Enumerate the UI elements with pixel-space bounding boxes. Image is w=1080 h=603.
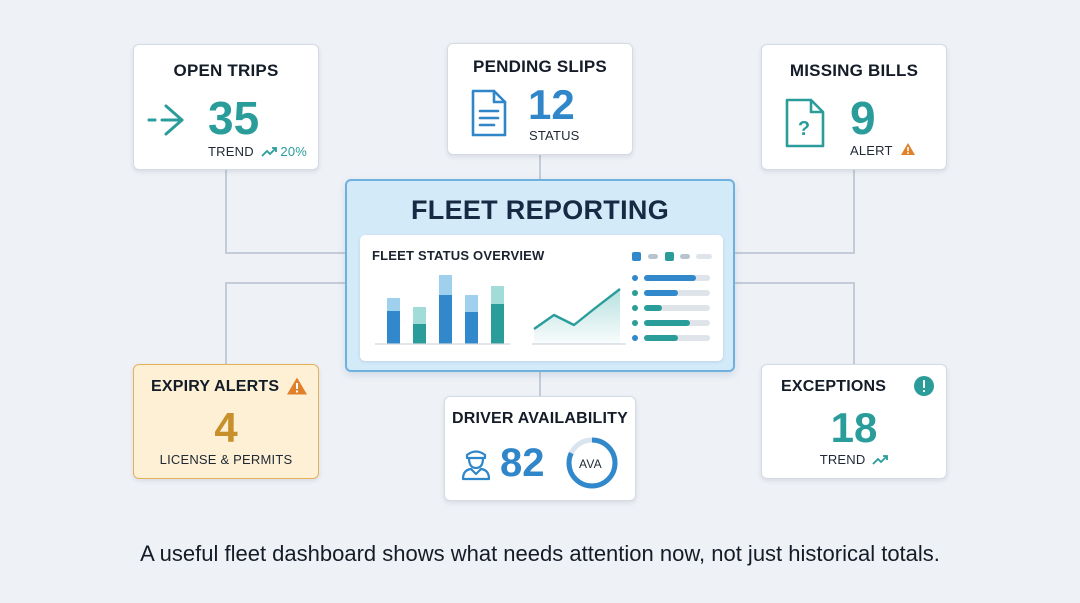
list-row-2 xyxy=(632,290,710,296)
bar-group-4 xyxy=(465,295,478,344)
fleet-status-line-chart xyxy=(532,288,626,345)
exceptions-card[interactable]: EXCEPTIONS 18 TREND xyxy=(761,364,947,479)
availability-gauge xyxy=(566,437,618,489)
exceptions-title: EXCEPTIONS xyxy=(781,378,887,395)
bar-group-5 xyxy=(491,286,504,344)
missing-bills-title: MISSING BILLS xyxy=(789,61,919,80)
connector-expiry-alerts xyxy=(225,282,345,364)
expiry-alerts-value: 4 xyxy=(214,404,238,451)
open-trips-trend: TREND 20% xyxy=(208,144,307,159)
open-trips-card[interactable]: OPEN TRIPS 35 TREND 20% xyxy=(133,44,319,170)
exclamation-circle-icon xyxy=(914,376,934,396)
legend-row xyxy=(632,252,712,261)
fleet-reporting-hub[interactable]: FLEET REPORTING FLEET STATUS OVERVIEW xyxy=(345,179,735,372)
expiry-alerts-card[interactable]: EXPIRY ALERTS 4 LICENSE & PERMITS xyxy=(133,364,319,479)
missing-bills-alert: ALERT xyxy=(850,142,916,158)
connector-exceptions xyxy=(735,282,855,364)
missing-bills-card[interactable]: MISSING BILLS ? 9 ALERT xyxy=(761,44,947,170)
list-row-1 xyxy=(632,275,710,281)
connector-missing-bills xyxy=(735,170,855,254)
driver-icon xyxy=(461,450,491,481)
fleet-status-bar-chart xyxy=(375,275,510,345)
pending-slips-title: PENDING SLIPS xyxy=(473,57,607,76)
fleet-status-panel: FLEET STATUS OVERVIEW xyxy=(360,235,723,361)
document-icon xyxy=(471,89,507,137)
bar-group-2 xyxy=(413,307,426,344)
connector-open-trips xyxy=(225,170,345,254)
list-row-4 xyxy=(632,320,710,326)
open-trips-trend-label: TREND xyxy=(208,144,254,159)
driver-availability-card[interactable]: DRIVER AVAILABILITY 82 AVA xyxy=(444,396,636,501)
expiry-alerts-title: EXPIRY ALERTS xyxy=(151,378,280,395)
exceptions-value: 18 xyxy=(830,404,878,451)
pending-slips-value: 12 xyxy=(528,81,575,128)
open-trips-trend-value: 20% xyxy=(280,144,308,159)
fleet-status-list xyxy=(632,252,712,341)
pending-slips-card[interactable]: PENDING SLIPS 12 STATUS xyxy=(447,43,633,155)
expiry-alerts-subtitle: LICENSE & PERMITS xyxy=(159,452,293,467)
warning-icon xyxy=(901,143,916,155)
arrow-right-icon xyxy=(147,104,184,136)
exceptions-trend: TREND xyxy=(762,452,946,467)
hub-title: FLEET REPORTING xyxy=(410,195,669,225)
missing-bills-alert-label: ALERT xyxy=(850,143,893,158)
svg-text:?: ? xyxy=(798,118,810,140)
exceptions-trend-label: TREND xyxy=(819,452,866,467)
question-document-icon: ? xyxy=(785,98,825,148)
trend-up-icon xyxy=(872,455,889,465)
warning-icon xyxy=(287,377,307,395)
bar-group-3 xyxy=(439,275,452,344)
caption: A useful fleet dashboard shows what need… xyxy=(140,541,940,566)
trend-up-icon xyxy=(260,147,277,157)
fleet-status-title: FLEET STATUS OVERVIEW xyxy=(372,248,545,263)
driver-availability-value: 82 xyxy=(500,441,545,485)
missing-bills-value: 9 xyxy=(850,92,876,144)
driver-availability-title: DRIVER AVAILABILITY xyxy=(452,410,628,427)
list-row-3 xyxy=(632,305,710,311)
pending-slips-status: STATUS xyxy=(529,128,580,143)
open-trips-title: OPEN TRIPS xyxy=(173,61,279,80)
bar-group-1 xyxy=(387,298,400,344)
list-row-5 xyxy=(632,335,710,341)
availability-gauge-label: AVA xyxy=(579,457,602,471)
open-trips-value: 35 xyxy=(208,92,260,144)
